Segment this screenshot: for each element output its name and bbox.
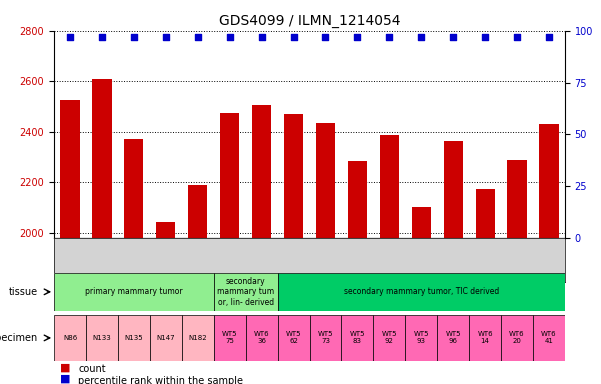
Point: [480, 34, 490, 40]
Point: [66, 34, 75, 40]
Point: [129, 34, 139, 40]
Bar: [93, 79, 112, 384]
Point: [161, 34, 171, 40]
Point: [385, 34, 394, 40]
Text: WT5
62: WT5 62: [286, 331, 301, 344]
Text: WT5
83: WT5 83: [350, 331, 365, 344]
Bar: [124, 139, 144, 384]
FancyBboxPatch shape: [214, 315, 246, 361]
Point: [97, 34, 107, 40]
Point: [512, 34, 522, 40]
Point: [544, 34, 554, 40]
Point: [448, 34, 458, 40]
FancyBboxPatch shape: [118, 315, 150, 361]
Bar: [284, 114, 303, 384]
Point: [288, 34, 298, 40]
Text: specimen: specimen: [0, 333, 38, 343]
Bar: [507, 160, 526, 384]
Bar: [348, 161, 367, 384]
FancyBboxPatch shape: [533, 315, 565, 361]
Text: N182: N182: [189, 335, 207, 341]
FancyBboxPatch shape: [150, 315, 182, 361]
Bar: [220, 113, 239, 384]
Bar: [156, 222, 175, 384]
Point: [193, 34, 203, 40]
Bar: [539, 124, 558, 384]
Text: N147: N147: [156, 335, 175, 341]
FancyBboxPatch shape: [54, 315, 86, 361]
Text: WT5
92: WT5 92: [382, 331, 397, 344]
Text: N135: N135: [124, 335, 143, 341]
Text: N133: N133: [93, 335, 111, 341]
Text: secondary
mammary tum
or, lin- derived: secondary mammary tum or, lin- derived: [217, 277, 274, 307]
Bar: [188, 185, 207, 384]
Text: ■: ■: [60, 362, 70, 372]
Text: N86: N86: [63, 335, 77, 341]
Text: WT6
20: WT6 20: [509, 331, 525, 344]
Bar: [380, 135, 399, 384]
Bar: [444, 141, 463, 384]
Bar: [252, 104, 271, 384]
Text: tissue: tissue: [9, 287, 38, 297]
FancyBboxPatch shape: [278, 315, 310, 361]
FancyBboxPatch shape: [310, 315, 341, 361]
FancyBboxPatch shape: [405, 315, 437, 361]
Bar: [316, 123, 335, 384]
FancyBboxPatch shape: [246, 315, 278, 361]
Text: WT6
14: WT6 14: [477, 331, 493, 344]
FancyBboxPatch shape: [437, 315, 469, 361]
Text: WT5
96: WT5 96: [445, 331, 461, 344]
Text: secondary mammary tumor, TIC derived: secondary mammary tumor, TIC derived: [344, 287, 499, 296]
Bar: [61, 100, 79, 384]
Point: [257, 34, 266, 40]
FancyBboxPatch shape: [373, 315, 405, 361]
Text: primary mammary tumor: primary mammary tumor: [85, 287, 183, 296]
FancyBboxPatch shape: [501, 315, 533, 361]
Text: WT6
36: WT6 36: [254, 331, 269, 344]
Point: [321, 34, 331, 40]
FancyBboxPatch shape: [278, 273, 565, 311]
FancyBboxPatch shape: [214, 273, 278, 311]
Text: WT5
73: WT5 73: [318, 331, 333, 344]
Bar: [412, 207, 431, 384]
Text: percentile rank within the sample: percentile rank within the sample: [78, 376, 243, 384]
FancyBboxPatch shape: [469, 315, 501, 361]
Text: WT5
75: WT5 75: [222, 331, 237, 344]
Text: WT5
93: WT5 93: [413, 331, 429, 344]
FancyBboxPatch shape: [86, 315, 118, 361]
Text: ■: ■: [60, 374, 70, 384]
Point: [225, 34, 234, 40]
Text: WT6
41: WT6 41: [541, 331, 557, 344]
Title: GDS4099 / ILMN_1214054: GDS4099 / ILMN_1214054: [219, 14, 400, 28]
FancyBboxPatch shape: [54, 273, 214, 311]
Text: count: count: [78, 364, 106, 374]
Point: [353, 34, 362, 40]
Bar: [475, 189, 495, 384]
FancyBboxPatch shape: [182, 315, 214, 361]
FancyBboxPatch shape: [341, 315, 373, 361]
Point: [416, 34, 426, 40]
